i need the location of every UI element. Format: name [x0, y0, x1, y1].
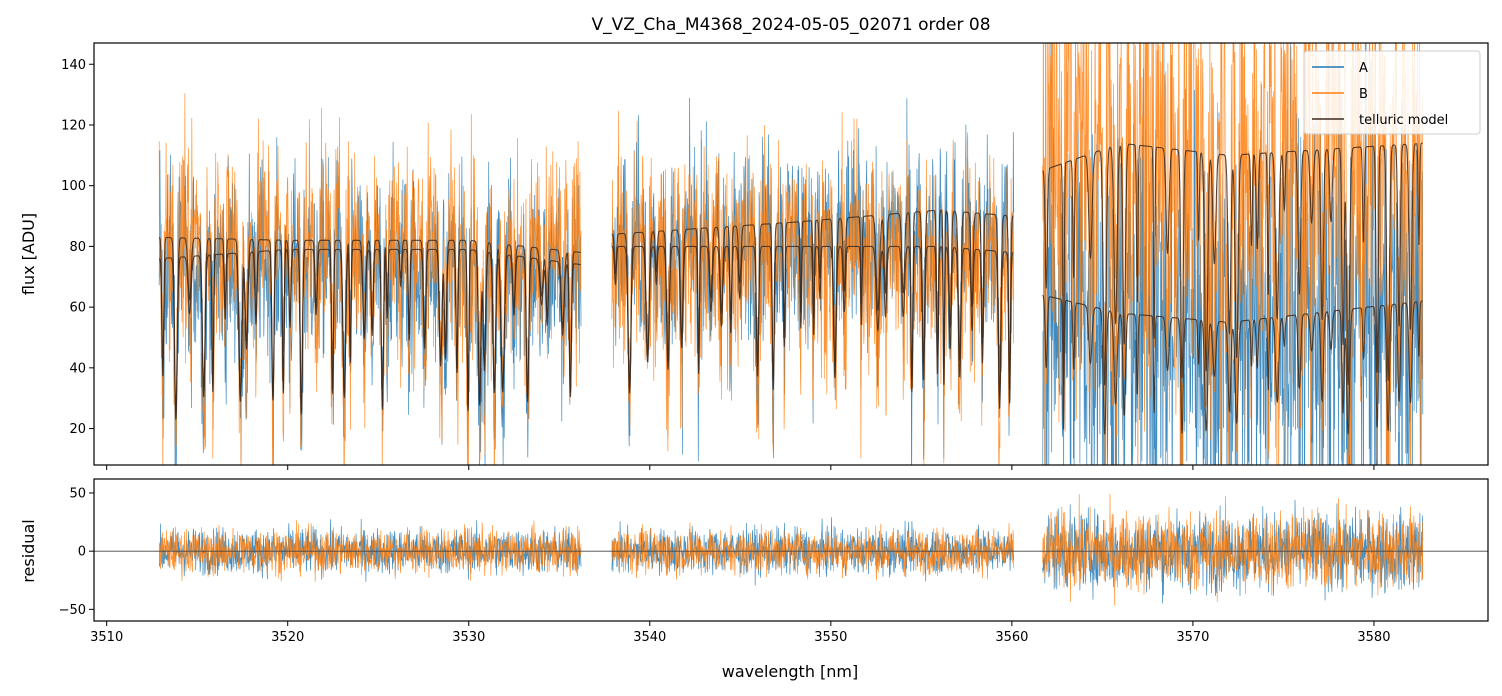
residual-x-tick-label: 3550 — [814, 630, 847, 645]
residual-x-tick-label: 3540 — [633, 630, 666, 645]
residual-x-tick-label: 3560 — [995, 630, 1028, 645]
residual-y-tick-label: 0 — [78, 545, 86, 560]
legend-label-telluric: telluric model — [1359, 113, 1448, 128]
legend: A B telluric model — [1303, 50, 1481, 135]
flux-y-tick-label: 120 — [61, 118, 86, 133]
residual-b — [158, 493, 1424, 606]
residual-x-ticks: 3510 3520 3530 3540 3550 3560 3570 3580 — [90, 621, 1390, 645]
residual-x-tick-label: 3570 — [1176, 630, 1209, 645]
flux-y-tick-label: 100 — [61, 179, 86, 194]
residual-x-tick-label: 3520 — [271, 630, 304, 645]
telluric-model-trace — [158, 236, 582, 415]
residual-y-ticks: −50 0 50 — [59, 486, 94, 618]
telluric-model-trace — [611, 245, 1014, 409]
x-axis-title: wavelength [nm] — [722, 662, 859, 681]
flux-y-axis-title: flux [ADU] — [19, 213, 38, 295]
legend-label-b: B — [1359, 87, 1368, 102]
flux-y-tick-label: 80 — [69, 240, 86, 255]
residual-x-tick-label: 3580 — [1357, 630, 1390, 645]
flux-y-tick-label: 60 — [69, 301, 86, 316]
flux-axes-frame — [93, 42, 1489, 466]
spectrum-b — [158, 43, 1424, 465]
residual-y-axis-title: residual — [19, 519, 38, 582]
flux-y-ticks: 20 40 60 80 100 120 140 — [61, 58, 94, 437]
residual-x-tick-label: 3510 — [90, 630, 123, 645]
flux-y-tick-label: 140 — [61, 58, 86, 73]
chart-title: V_VZ_Cha_M4368_2024-05-05_02071 order 08 — [591, 15, 990, 35]
flux-y-tick-label: 40 — [69, 361, 86, 376]
residual-y-tick-label: 50 — [69, 486, 86, 501]
telluric-model-trace — [1042, 142, 1423, 387]
flux-plot-area — [158, 43, 1424, 465]
residual-x-tick-label: 3530 — [452, 630, 485, 645]
telluric-model-trace — [1042, 294, 1423, 435]
legend-label-a: A — [1359, 61, 1368, 76]
residual-axes-frame — [93, 478, 1489, 622]
flux-panel: 20 40 60 80 100 120 140 flux [ADU] A B telluri… — [19, 42, 1489, 470]
residual-plot-area — [94, 493, 1488, 606]
residual-y-tick-label: −50 — [59, 603, 86, 618]
flux-x-ticks — [106, 465, 1375, 470]
telluric-model-trace — [158, 248, 581, 421]
flux-y-tick-label: 20 — [69, 422, 86, 437]
legend-box — [1303, 50, 1481, 135]
